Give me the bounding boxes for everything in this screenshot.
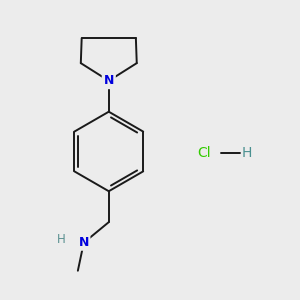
Text: Cl: Cl [198, 146, 211, 160]
Text: N: N [79, 236, 89, 249]
Text: N: N [103, 74, 114, 87]
Text: H: H [56, 233, 65, 246]
Text: H: H [242, 146, 252, 160]
